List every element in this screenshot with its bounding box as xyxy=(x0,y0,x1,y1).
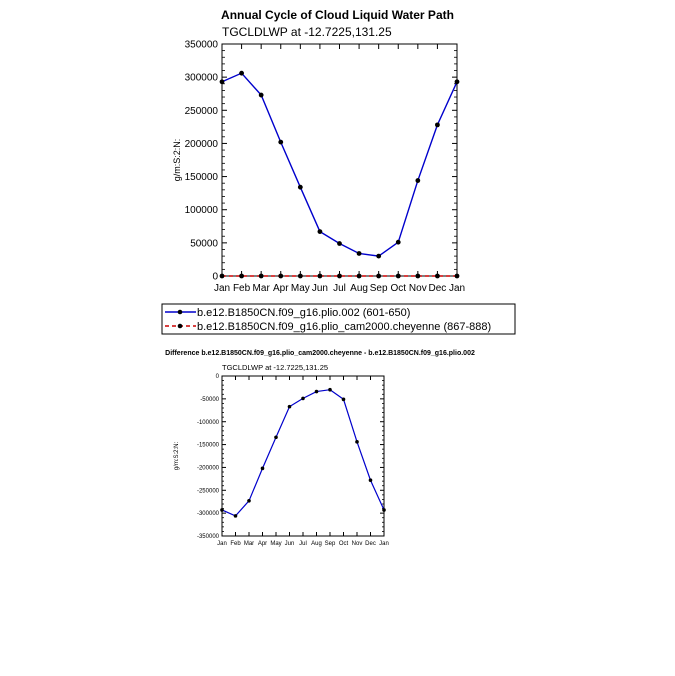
y-tick-label: 200000 xyxy=(185,139,219,150)
data-point xyxy=(415,273,421,279)
data-point xyxy=(341,397,346,402)
data-point xyxy=(435,122,440,128)
x-tick-label: May xyxy=(291,283,310,294)
data-point xyxy=(376,273,382,279)
x-tick-label: Dec xyxy=(365,541,376,547)
chart-subtitle: TGCLDLWP at -12.7225,131.25 xyxy=(222,363,328,372)
x-tick-label: Mar xyxy=(253,283,271,294)
data-point xyxy=(317,229,323,234)
x-tick-label: Sep xyxy=(370,283,388,294)
chart2-title: Difference b.e12.B1850CN.f09_g16.plio_ca… xyxy=(165,350,475,357)
y-tick-label: -350000 xyxy=(197,534,220,540)
data-point xyxy=(368,478,373,483)
chart-subtitle: TGCLDLWP at -12.7225,131.25 xyxy=(222,25,392,39)
data-point xyxy=(260,466,265,471)
x-tick-label: Mar xyxy=(244,541,254,547)
y-tick-label: 250000 xyxy=(185,106,219,117)
x-tick-label: Dec xyxy=(429,283,447,294)
x-tick-label: Aug xyxy=(311,541,322,547)
data-point xyxy=(258,273,264,279)
x-tick-label: Jan xyxy=(217,541,227,547)
data-point xyxy=(314,389,319,394)
x-tick-label: Jan xyxy=(379,541,389,547)
data-point xyxy=(337,241,342,246)
y-tick-label: 300000 xyxy=(185,73,219,84)
y-tick-label: 50000 xyxy=(190,238,218,249)
data-point xyxy=(247,499,251,503)
y-tick-label: -300000 xyxy=(197,511,220,517)
x-tick-label: Jun xyxy=(285,541,295,547)
data-point xyxy=(317,273,323,279)
chart1-title: Annual Cycle of Cloud Liquid Water Path xyxy=(221,8,454,22)
data-point xyxy=(239,273,244,279)
y-tick-label: -150000 xyxy=(197,443,220,449)
legend-label-2: b.e12.B1850CN.f09_g16.plio_cam2000.cheye… xyxy=(197,321,491,333)
data-point xyxy=(454,79,460,85)
y-tick-label: 150000 xyxy=(185,172,219,183)
y-tick-label: -50000 xyxy=(200,397,219,403)
x-tick-label: Feb xyxy=(230,541,241,547)
data-point xyxy=(337,273,342,279)
data-point xyxy=(278,273,284,279)
series-line-1 xyxy=(221,389,385,517)
data-point xyxy=(395,273,401,279)
data-point xyxy=(219,273,225,279)
y-tick-label: 350000 xyxy=(185,40,219,51)
legend-marker xyxy=(177,323,183,329)
data-point xyxy=(297,273,303,279)
data-point xyxy=(239,70,244,76)
legend-label-1: b.e12.B1850CN.f09_g16.plio.002 (601-650) xyxy=(197,307,410,319)
data-point xyxy=(219,79,225,85)
x-tick-label: Aug xyxy=(350,283,368,294)
data-point xyxy=(395,239,401,245)
x-tick-label: Jan xyxy=(214,283,230,294)
data-point xyxy=(297,184,303,190)
data-point xyxy=(454,273,460,279)
x-tick-label: Sep xyxy=(325,541,336,547)
data-point xyxy=(356,273,362,279)
data-point xyxy=(376,253,382,259)
x-tick-label: Feb xyxy=(233,283,251,294)
series-line-1 xyxy=(221,72,458,257)
legend-box xyxy=(161,303,516,335)
x-tick-label: Nov xyxy=(409,283,427,294)
x-tick-label: Jan xyxy=(449,283,465,294)
data-point xyxy=(382,508,386,512)
data-point xyxy=(356,251,362,256)
y-tick-label: -200000 xyxy=(197,466,220,472)
data-point xyxy=(435,273,440,279)
x-tick-label: Jul xyxy=(299,541,307,547)
data-point xyxy=(278,139,284,145)
x-tick-label: Apr xyxy=(273,283,289,294)
y-tick-label: -250000 xyxy=(197,488,220,494)
x-tick-label: Oct xyxy=(390,283,406,294)
x-tick-label: Jul xyxy=(333,283,346,294)
data-point xyxy=(220,508,224,512)
y-tick-label: 100000 xyxy=(185,205,219,216)
x-tick-label: Oct xyxy=(339,541,349,547)
x-tick-label: May xyxy=(270,541,281,547)
y-axis-label: g/m:S:2:N: xyxy=(172,139,182,182)
data-point xyxy=(274,435,278,440)
data-point xyxy=(328,387,332,392)
x-tick-label: Apr xyxy=(258,541,267,547)
chart-2: TGCLDLWP at -12.7225,131.25 g/m:S:2:N: -35… xyxy=(174,363,389,547)
y-tick-label: 0 xyxy=(212,272,218,283)
data-point xyxy=(301,396,305,401)
data-point xyxy=(355,440,359,444)
data-point xyxy=(233,514,238,518)
chart-1: TGCLDLWP at -12.7225,131.25 g/m:S:2:N: 0 50… xyxy=(161,25,516,335)
x-tick-label: Nov xyxy=(352,541,363,547)
legend-marker xyxy=(177,309,183,315)
y-tick-label: -100000 xyxy=(197,420,220,426)
y-tick-label: 0 xyxy=(216,374,220,380)
data-point xyxy=(415,178,421,183)
y-axis-label: g/m:S:2:N: xyxy=(174,441,180,470)
data-point xyxy=(258,92,264,98)
data-point xyxy=(287,404,292,409)
x-tick-label: Jun xyxy=(312,283,328,294)
